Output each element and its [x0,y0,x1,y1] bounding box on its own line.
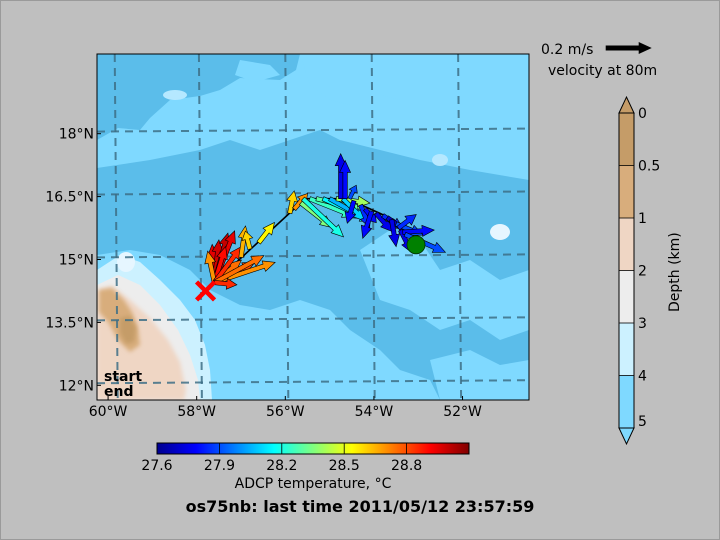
y-axis-ticks: 12°N 13.5°N 15°N 16.5°N 18°N [45,127,101,394]
seamount-patch [163,90,187,100]
meridian-gridline [370,54,376,400]
y-tick-label: 18°N [59,127,94,143]
ridge-patch [235,60,280,82]
parallel-gridline [97,379,529,385]
meridian-gridline [113,54,119,400]
x-axis-ticks: 60°W 58°W 56°W 54°W 52°W [89,396,482,420]
depth-colorbar-segment [619,375,634,428]
velocity-arrow [213,277,238,290]
x-tick-label: 52°W [443,404,482,420]
temperature-tick-label: 28.5 [329,458,360,474]
temperature-colorbar-ticks: 27.6 27.9 28.2 28.5 28.8 [141,443,422,474]
depth-colorbar-segment [619,323,634,376]
depth-colorbar-top-extension [618,95,635,114]
depth-colorbar-label: Depth (km) [667,232,683,312]
scale-arrow-shape [605,42,652,54]
abyssal-plain-patch [97,130,529,400]
map-gridlines [97,54,529,400]
velocity-arrow [256,221,275,245]
scale-arrow [605,42,652,54]
depth-colorbar: 0 0.5 1 2 3 4 5 [618,95,660,446]
velocity-arrow [204,250,217,284]
depth-tick-label: 3 [638,316,647,332]
x-tick-label: 58°W [177,404,216,420]
y-tick-label: 13.5°N [45,315,94,331]
depth-colorbar-segment [619,165,634,218]
map-border [96,53,530,401]
meridian-gridline [197,54,203,400]
depth-colorbar-segment [619,270,634,323]
depth-tick-label: 2 [638,264,647,280]
parallel-gridline [97,316,529,322]
depth-tick-label: 0.5 [638,159,660,175]
depth-tick-label: 0 [638,106,647,122]
depth-colorbar-segment [619,218,634,271]
velocity-arrow [388,218,401,248]
end-marker [194,280,217,302]
ridge-patch [430,350,529,400]
temperature-tick-label: 27.6 [141,458,172,474]
velocity-arrow [402,224,435,237]
velocity-arrow [339,159,352,199]
parallel-gridline [97,253,529,259]
deep-trough-patch [300,54,529,150]
track-markers [194,235,426,302]
depth-tick-label: 5 [638,414,647,430]
x-tick-label: 54°W [355,404,394,420]
y-tick-label: 16.5°N [45,190,94,206]
bathymetry-map [97,54,529,400]
y-tick-label: 15°N [59,253,94,269]
island-shoal [490,224,510,240]
temperature-tick-label: 27.9 [204,458,235,474]
island-shoal [117,252,135,272]
depth-colorbar-segment [619,113,634,166]
velocity-arrow [347,184,358,200]
parallel-gridline [97,190,529,196]
start-legend-label: start [104,369,142,385]
x-tick-label: 56°W [266,404,305,420]
velocity-arrow [212,245,242,285]
velocity-arrow [360,210,375,239]
parallel-gridline [97,127,529,133]
end-legend-label: end [104,384,133,400]
scale-value-label: 0.2 m/s [541,42,593,58]
start-marker [406,235,426,255]
scale-caption: velocity at 80m [548,63,657,79]
x-tick-label: 60°W [89,404,128,420]
temperature-tick-label: 28.8 [391,458,422,474]
meridian-gridline [284,54,290,400]
velocity-arrow [212,255,265,285]
temperature-tick-label: 28.2 [266,458,297,474]
depth-colorbar-bottom-extension [618,427,635,446]
temperature-colorbar-label: ADCP temperature, °C [235,476,392,492]
velocity-arrow [344,199,357,224]
meridian-gridline [457,54,463,400]
depth-tick-label: 1 [638,211,647,227]
temperature-colorbar [156,442,470,455]
depth-tick-label: 4 [638,369,647,385]
velocity-arrow [286,190,299,215]
velocity-arrow [396,214,417,231]
velocity-arrow [241,230,254,250]
ridge-patch [360,230,529,340]
land-patch [120,316,136,344]
seamount-patch [432,154,448,166]
y-tick-label: 12°N [59,378,94,394]
chart-title: os75nb: last time 2011/05/12 23:57:59 [186,497,535,516]
velocity-arrow [301,196,345,238]
